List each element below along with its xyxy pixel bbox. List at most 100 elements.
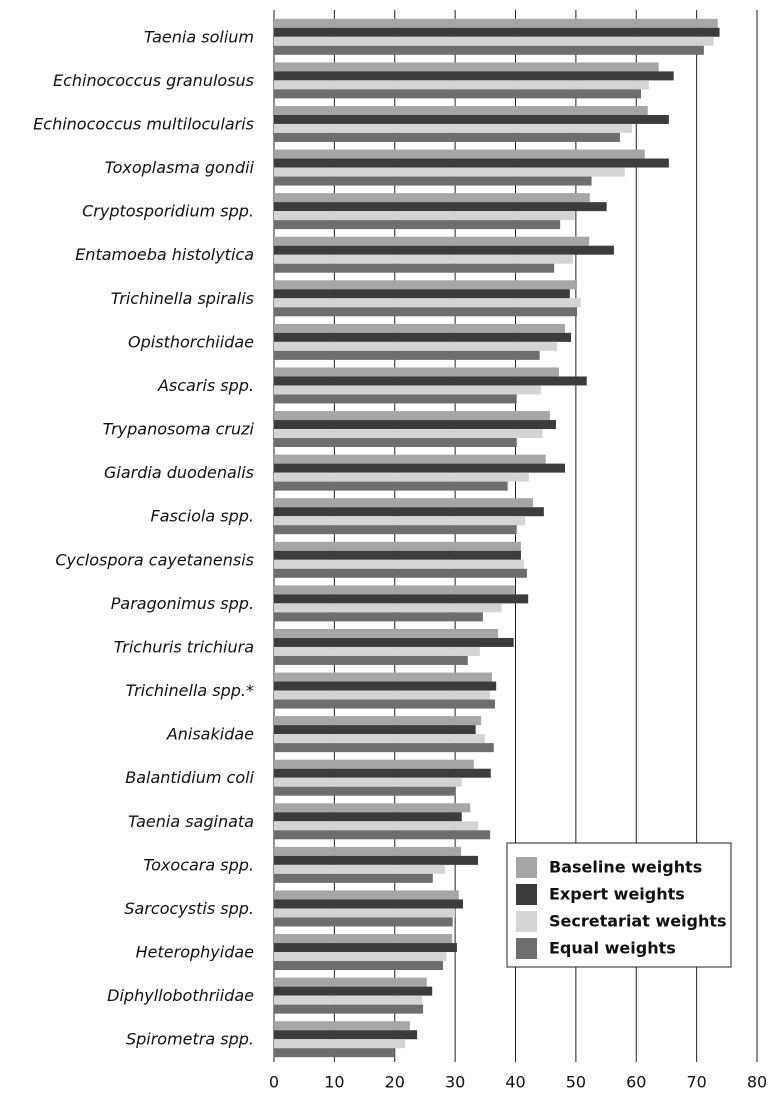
bar xyxy=(274,986,433,996)
bar xyxy=(274,725,476,735)
bar xyxy=(274,62,659,72)
bar xyxy=(274,220,561,230)
bar xyxy=(274,952,447,962)
y-tick-label: Toxocara spp. xyxy=(143,855,254,874)
y-tick-label: Trypanosoma cruzi xyxy=(103,420,255,439)
legend-label: Baseline weights xyxy=(549,858,702,877)
x-tick-label: 10 xyxy=(324,1073,344,1092)
bar xyxy=(274,559,524,569)
y-tick-label: Ascaris spp. xyxy=(157,376,254,395)
bar xyxy=(274,45,704,55)
bar xyxy=(274,454,546,464)
y-tick-label: Heterophyidae xyxy=(136,943,255,962)
bar xyxy=(274,463,566,473)
legend-label: Expert weights xyxy=(549,885,685,904)
bar xyxy=(274,307,578,317)
bar xyxy=(274,690,491,700)
bar xyxy=(274,367,559,377)
bar xyxy=(274,646,480,656)
bar xyxy=(274,917,453,927)
bar xyxy=(274,36,714,46)
bar xyxy=(274,899,463,909)
x-tick-label: 20 xyxy=(385,1073,405,1092)
bar xyxy=(274,908,456,918)
x-tick-label: 0 xyxy=(269,1073,279,1092)
bar xyxy=(274,525,517,535)
bar xyxy=(274,830,491,840)
y-tick-label: Paragonimus spp. xyxy=(111,594,254,613)
bar xyxy=(274,211,575,221)
x-tick-label: 50 xyxy=(566,1073,586,1092)
bar xyxy=(274,995,422,1005)
bar xyxy=(274,977,427,987)
bar xyxy=(274,341,558,351)
bar xyxy=(274,498,534,508)
bar xyxy=(274,855,479,865)
legend-swatch xyxy=(516,857,537,878)
bar xyxy=(274,89,642,99)
bar xyxy=(274,864,445,874)
bar xyxy=(274,114,669,124)
y-tick-label: Echinococcus multilocularis xyxy=(33,114,254,133)
bar xyxy=(274,846,462,856)
bar xyxy=(274,1030,418,1040)
bar xyxy=(274,821,479,831)
y-tick-label: Cryptosporidium spp. xyxy=(82,202,254,221)
bar xyxy=(274,245,614,255)
bar xyxy=(274,254,573,264)
bar xyxy=(274,1004,424,1014)
y-tick-label: Trichinella spp.* xyxy=(126,681,254,700)
bar xyxy=(274,289,570,299)
bar xyxy=(274,438,517,448)
bar xyxy=(274,734,485,744)
bar xyxy=(274,550,521,560)
bar xyxy=(274,1021,410,1031)
y-tick-label: Diphyllobothriidae xyxy=(107,986,254,1005)
y-tick-label: Taenia solium xyxy=(144,27,254,46)
legend-swatch xyxy=(516,911,537,932)
x-tick-label: 30 xyxy=(445,1073,465,1092)
bar xyxy=(274,332,572,342)
bar xyxy=(274,1039,406,1049)
bar xyxy=(274,350,540,360)
bar xyxy=(274,628,498,638)
bar xyxy=(274,507,544,517)
bar xyxy=(274,672,492,682)
bar xyxy=(274,594,529,604)
bar xyxy=(274,158,669,168)
bar xyxy=(274,149,645,159)
bar xyxy=(274,516,526,526)
bar xyxy=(274,394,517,404)
bar xyxy=(274,681,497,691)
bar xyxy=(274,472,529,482)
bar xyxy=(274,585,515,595)
bar xyxy=(274,71,674,81)
y-tick-label: Balantidium coli xyxy=(125,768,254,787)
x-tick-label: 70 xyxy=(686,1073,706,1092)
bar xyxy=(274,280,578,290)
bar xyxy=(274,961,444,971)
bar xyxy=(274,934,453,944)
y-tick-label: Echinococcus granulosus xyxy=(53,71,254,90)
bar xyxy=(274,786,456,796)
bar xyxy=(274,18,718,28)
bar xyxy=(274,873,433,883)
y-tick-label: Trichinella spiralis xyxy=(111,289,254,308)
bar xyxy=(274,568,527,578)
y-tick-label: Toxoplasma gondii xyxy=(105,158,255,177)
bar xyxy=(274,759,474,769)
bar xyxy=(274,768,491,778)
bar xyxy=(274,812,462,822)
bar xyxy=(274,420,556,430)
bar xyxy=(274,176,592,186)
bar xyxy=(274,105,648,115)
x-tick-label: 80 xyxy=(747,1073,767,1092)
bar xyxy=(274,890,459,900)
bar xyxy=(274,27,720,37)
bar xyxy=(274,236,590,246)
bar xyxy=(274,699,495,709)
bar xyxy=(274,298,581,308)
bar xyxy=(274,1048,395,1058)
bar xyxy=(274,80,649,90)
